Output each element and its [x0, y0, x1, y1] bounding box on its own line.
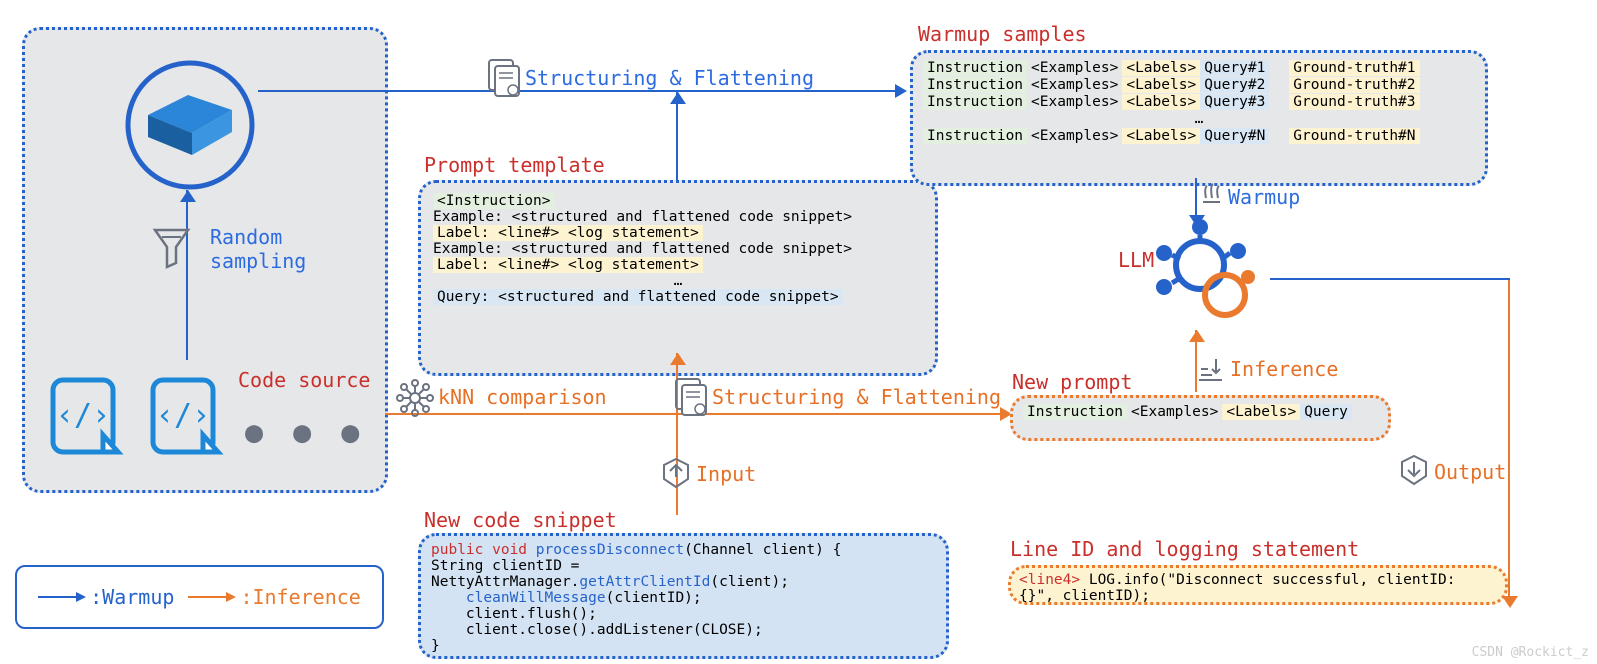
output-box: <line4> LOG.info("Disconnect successful,…	[1008, 565, 1508, 605]
llm-out-arrow-v	[1508, 278, 1510, 598]
inference-icon	[1196, 355, 1228, 385]
knn-icon	[395, 378, 435, 418]
database-icon	[125, 60, 255, 190]
warmup-samples-box: Instruction <Examples> <Labels> Query#1 …	[910, 50, 1488, 186]
warmup-fire-icon	[1198, 180, 1228, 206]
code-file-icon-2: ‹/›	[148, 375, 228, 465]
structuring-label-1: Structuring & Flattening	[525, 66, 814, 90]
input-icon	[658, 455, 694, 491]
prompt-template-box: <Instruction> Example: <structured and f…	[418, 180, 938, 376]
random-sampling-label: Random sampling	[210, 225, 310, 273]
prompt-to-top-arrow	[676, 92, 678, 180]
code-file-icon-1: ‹/›	[48, 375, 128, 465]
new-prompt-box: Instruction <Examples> <Labels> Query	[1010, 395, 1391, 441]
output-label: Output	[1434, 460, 1506, 484]
legend-warmup: :Warmup	[90, 585, 174, 609]
llm-title: LLM	[1118, 248, 1154, 272]
svg-text:‹/›: ‹/›	[56, 398, 110, 433]
warmup-samples-title: Warmup samples	[918, 22, 1087, 46]
code-snippet-box: public void processDisconnect(Channel cl…	[418, 533, 949, 659]
structuring-label-2: Structuring & Flattening	[712, 385, 1001, 409]
warmup-label: Warmup	[1228, 185, 1300, 209]
random-sampling-arrow	[186, 190, 188, 360]
legend-box: :Warmup :Inference	[15, 565, 384, 629]
input-label: Input	[696, 462, 756, 486]
new-code-title: New code snippet	[424, 508, 617, 532]
funnel-icon	[150, 225, 198, 273]
watermark: CSDN @Rockict_z	[1472, 645, 1589, 660]
ellipsis-dots: ● ● ●	[245, 415, 365, 450]
knn-label: kNN comparison	[438, 385, 607, 409]
svg-text:‹/›: ‹/›	[156, 398, 210, 433]
new-prompt-title: New prompt	[1012, 370, 1132, 394]
code-source-title: Code source	[238, 368, 370, 392]
llm-out-arrow-h	[1270, 278, 1510, 280]
output-icon	[1396, 452, 1432, 488]
inference-label: Inference	[1230, 357, 1338, 381]
arrow-to-warmup	[258, 90, 898, 92]
legend-inference: :Inference	[240, 585, 360, 609]
document-icon-2	[672, 377, 712, 417]
llm-graph-icon	[1150, 215, 1270, 335]
line-id-title: Line ID and logging statement	[1010, 537, 1359, 561]
document-icon-1	[485, 58, 525, 98]
warmup-arrow	[1195, 178, 1197, 218]
prompt-template-title: Prompt template	[424, 153, 605, 177]
